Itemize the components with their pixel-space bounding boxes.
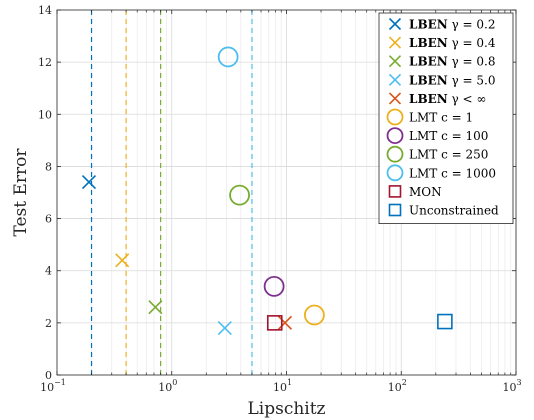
x-axis-label: Lipschitz: [247, 399, 325, 419]
x-tick-label: 102: [388, 378, 407, 394]
y-tick-label: 12: [38, 56, 52, 69]
legend-label: LBEN γ = 0.2: [409, 18, 495, 32]
y-tick-label: 8: [45, 160, 52, 173]
data-point-circle: [230, 186, 249, 205]
legend-label: LMT c = 1: [409, 111, 473, 125]
legend-label: LBEN γ = 5.0: [409, 73, 495, 87]
data-point-x: [116, 254, 129, 267]
data-point-x: [82, 176, 95, 189]
x-tick-label: 100: [158, 378, 177, 394]
legend-label: LMT c = 250: [409, 148, 488, 162]
x-tick-label: 10−1: [40, 378, 66, 394]
y-tick-label: 2: [45, 317, 52, 330]
legend-label: Unconstrained: [409, 204, 499, 218]
data-point-circle: [219, 47, 238, 66]
y-tick-label: 4: [45, 265, 52, 278]
data-point-circle: [265, 277, 284, 296]
legend-label: LMT c = 1000: [409, 166, 496, 180]
legend-label: LBEN γ = 0.4: [409, 36, 496, 50]
y-tick-label: 14: [38, 4, 52, 17]
data-point-square: [438, 315, 452, 329]
legend-label: LBEN γ = 0.8: [409, 55, 495, 69]
y-axis-label: Test Error: [11, 148, 31, 237]
y-tick-label: 6: [45, 213, 52, 226]
x-tick-label: 103: [502, 378, 521, 394]
legend-label: LMT c = 100: [409, 129, 488, 143]
legend: LBEN γ = 0.2 LBEN γ = 0.4 LBEN γ = 0.8 LBEN…: [379, 13, 513, 224]
legend-label: MON: [409, 185, 442, 199]
data-point-x: [218, 322, 231, 335]
x-tick-label: 101: [273, 378, 292, 394]
legend-label: LBEN γ < ∞: [409, 92, 486, 106]
y-tick-label: 10: [38, 108, 52, 121]
data-point-x: [149, 301, 162, 314]
